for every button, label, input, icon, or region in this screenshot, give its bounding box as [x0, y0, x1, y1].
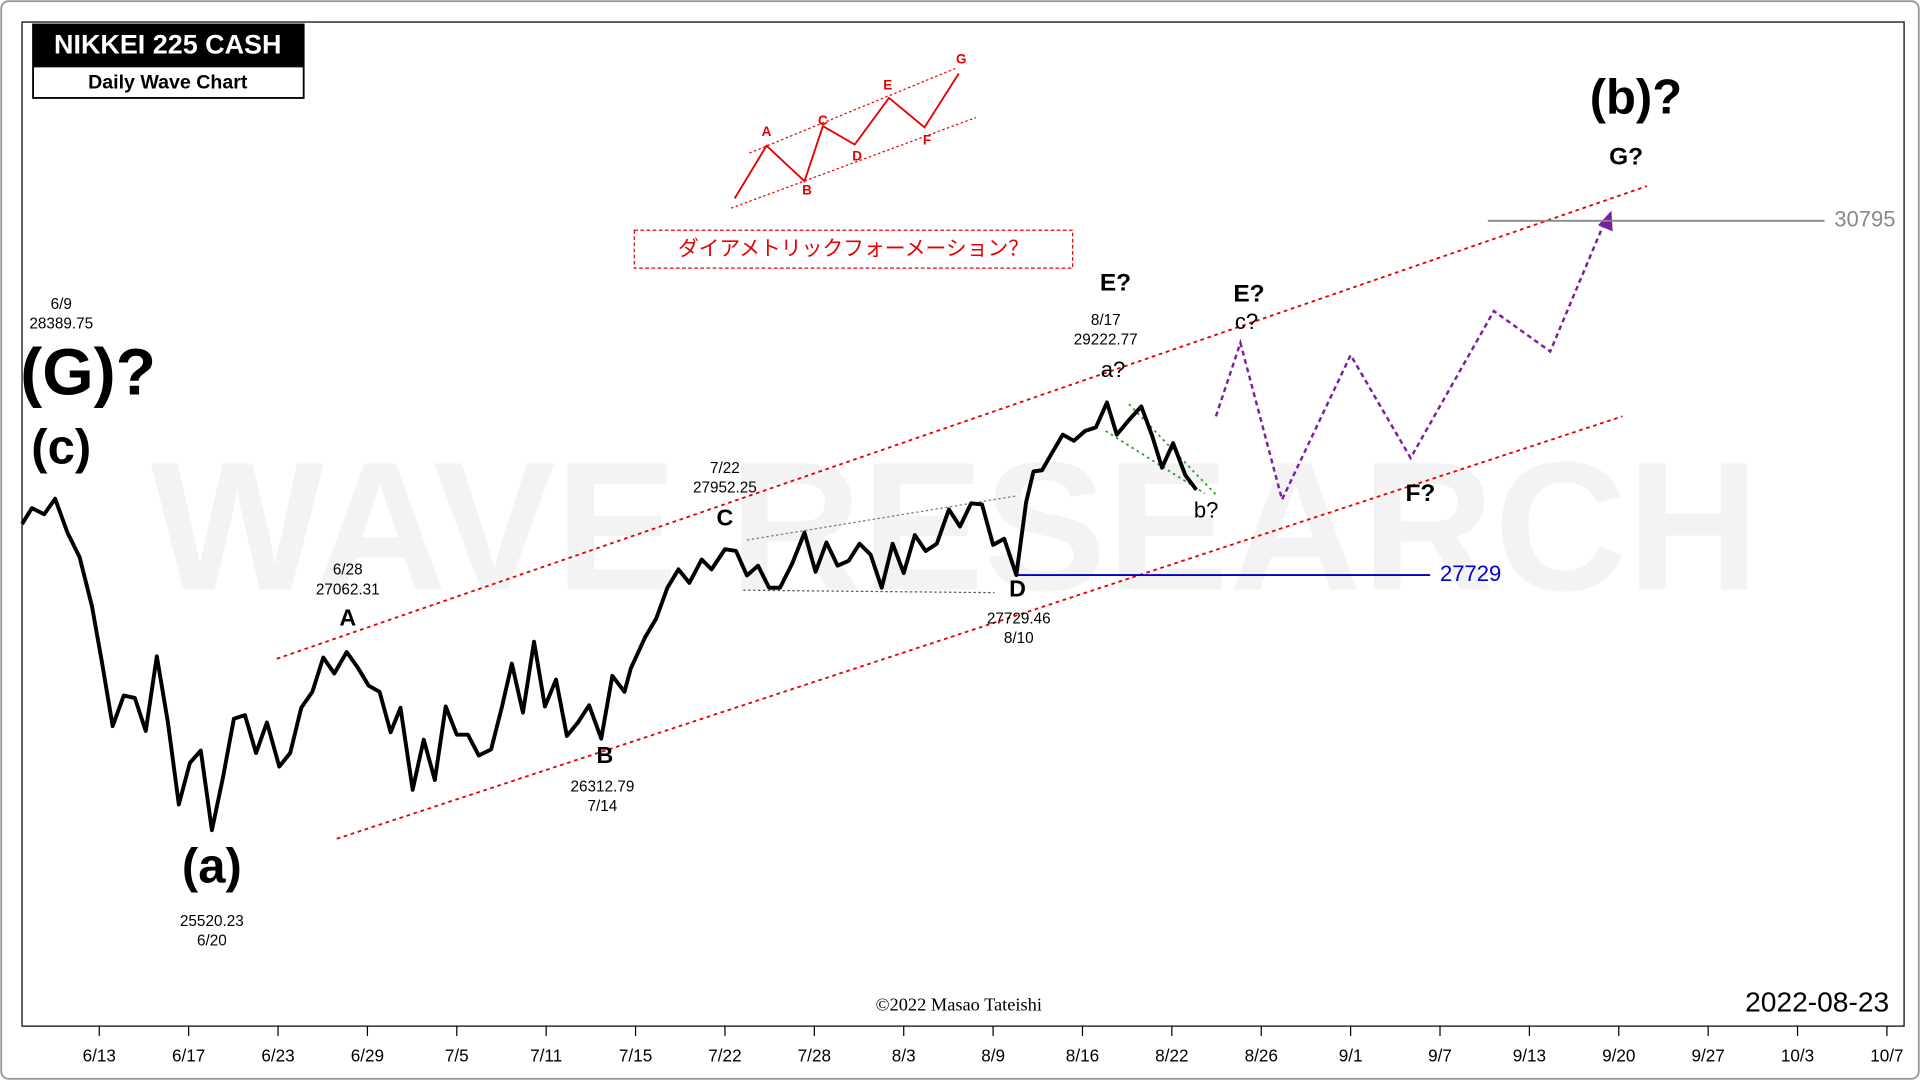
inset-guide — [730, 116, 977, 209]
wave-label: (G)? — [20, 336, 156, 410]
wave-label: (c) — [31, 421, 91, 475]
wave-label: E? — [1233, 281, 1264, 308]
wave-label: (b)? — [1590, 70, 1682, 124]
watermark: WAVE RESEARCH — [151, 424, 1760, 629]
x-tick-label: 7/15 — [619, 1045, 652, 1065]
wave-label: a? — [1101, 357, 1126, 382]
x-tick-label: 9/27 — [1691, 1045, 1724, 1065]
wave-label: c? — [1235, 309, 1258, 334]
chart-date: 2022-08-23 — [1745, 987, 1889, 1018]
pivot-label: 29222.77 — [1074, 331, 1138, 348]
upper-channel — [276, 185, 1648, 660]
wave-label: A — [339, 605, 356, 631]
inset-label: C — [818, 113, 828, 128]
pivot-label: 27062.31 — [316, 581, 380, 598]
x-tick-label: 6/29 — [351, 1045, 384, 1065]
pivot-label: 6/9 — [51, 296, 72, 313]
wave-label: D — [1009, 575, 1026, 601]
x-tick-label: 7/22 — [708, 1045, 741, 1065]
pivot-label: 27952.25 — [693, 480, 757, 497]
credit: ©2022 Masao Tateishi — [876, 995, 1042, 1015]
x-tick-label: 7/28 — [798, 1045, 831, 1065]
pivot-label: 27729.46 — [987, 611, 1051, 628]
x-tick-label: 9/13 — [1513, 1045, 1546, 1065]
x-tick-label: 9/7 — [1428, 1045, 1452, 1065]
inset-label: E — [883, 77, 892, 92]
wave-label: B — [596, 742, 613, 768]
wedge-line — [1105, 430, 1206, 495]
x-tick-label: 7/11 — [530, 1045, 562, 1065]
pivot-label: 6/28 — [333, 562, 363, 579]
wave-label: b? — [1194, 498, 1219, 523]
x-tick-label: 6/23 — [261, 1045, 294, 1065]
title-band — [33, 24, 304, 68]
wave-label: (a) — [182, 839, 242, 893]
forecast-path — [1214, 219, 1607, 504]
level-label: 30795 — [1834, 207, 1895, 232]
wedge-line — [1128, 403, 1218, 497]
inset-label: B — [802, 183, 812, 198]
pivot-label: 7/22 — [710, 460, 740, 477]
inset-label: G — [956, 52, 966, 67]
pivot-label: 28389.75 — [29, 316, 93, 333]
inset-box — [633, 229, 1074, 269]
level-label: 27729 — [1440, 561, 1501, 586]
wave-label: C — [716, 504, 733, 530]
x-tick-label: 7/5 — [445, 1045, 469, 1065]
x-tick-label: 6/13 — [83, 1045, 116, 1065]
inset-label: A — [762, 124, 772, 139]
x-tick-label: 8/16 — [1066, 1045, 1099, 1065]
pivot-label: 8/17 — [1091, 312, 1121, 329]
x-tick-label: 8/26 — [1245, 1045, 1278, 1065]
inset-label: D — [852, 148, 862, 163]
price-line — [20, 400, 1198, 833]
x-tick-label: 8/3 — [892, 1045, 916, 1065]
x-tick-label: 6/17 — [172, 1045, 205, 1065]
x-tick-label: 10/3 — [1781, 1045, 1814, 1065]
wave-label: E? — [1100, 270, 1131, 297]
inset-wave — [733, 72, 960, 199]
inset-title: ダイアメトリックフォーメーション？ — [678, 237, 1029, 260]
chart-title: NIKKEI 225 CASH — [54, 30, 281, 60]
pivot-label: 25520.23 — [180, 913, 244, 930]
inset-label: F — [923, 132, 931, 147]
chart-subtitle: Daily Wave Chart — [88, 71, 248, 93]
x-tick-label: 8/9 — [981, 1045, 1005, 1065]
pivot-label: 26312.79 — [571, 778, 635, 795]
x-tick-label: 9/1 — [1339, 1045, 1363, 1065]
pivot-label: 7/14 — [588, 798, 618, 815]
x-tick-label: 8/22 — [1155, 1045, 1188, 1065]
x-tick-label: 10/7 — [1870, 1045, 1903, 1065]
wave-label: F? — [1405, 480, 1435, 507]
x-tick-label: 9/20 — [1602, 1045, 1635, 1065]
wave-label: G? — [1609, 143, 1643, 170]
lower-channel — [336, 415, 1623, 840]
pivot-label: 8/10 — [1004, 630, 1034, 647]
pivot-label: 6/20 — [197, 933, 227, 950]
